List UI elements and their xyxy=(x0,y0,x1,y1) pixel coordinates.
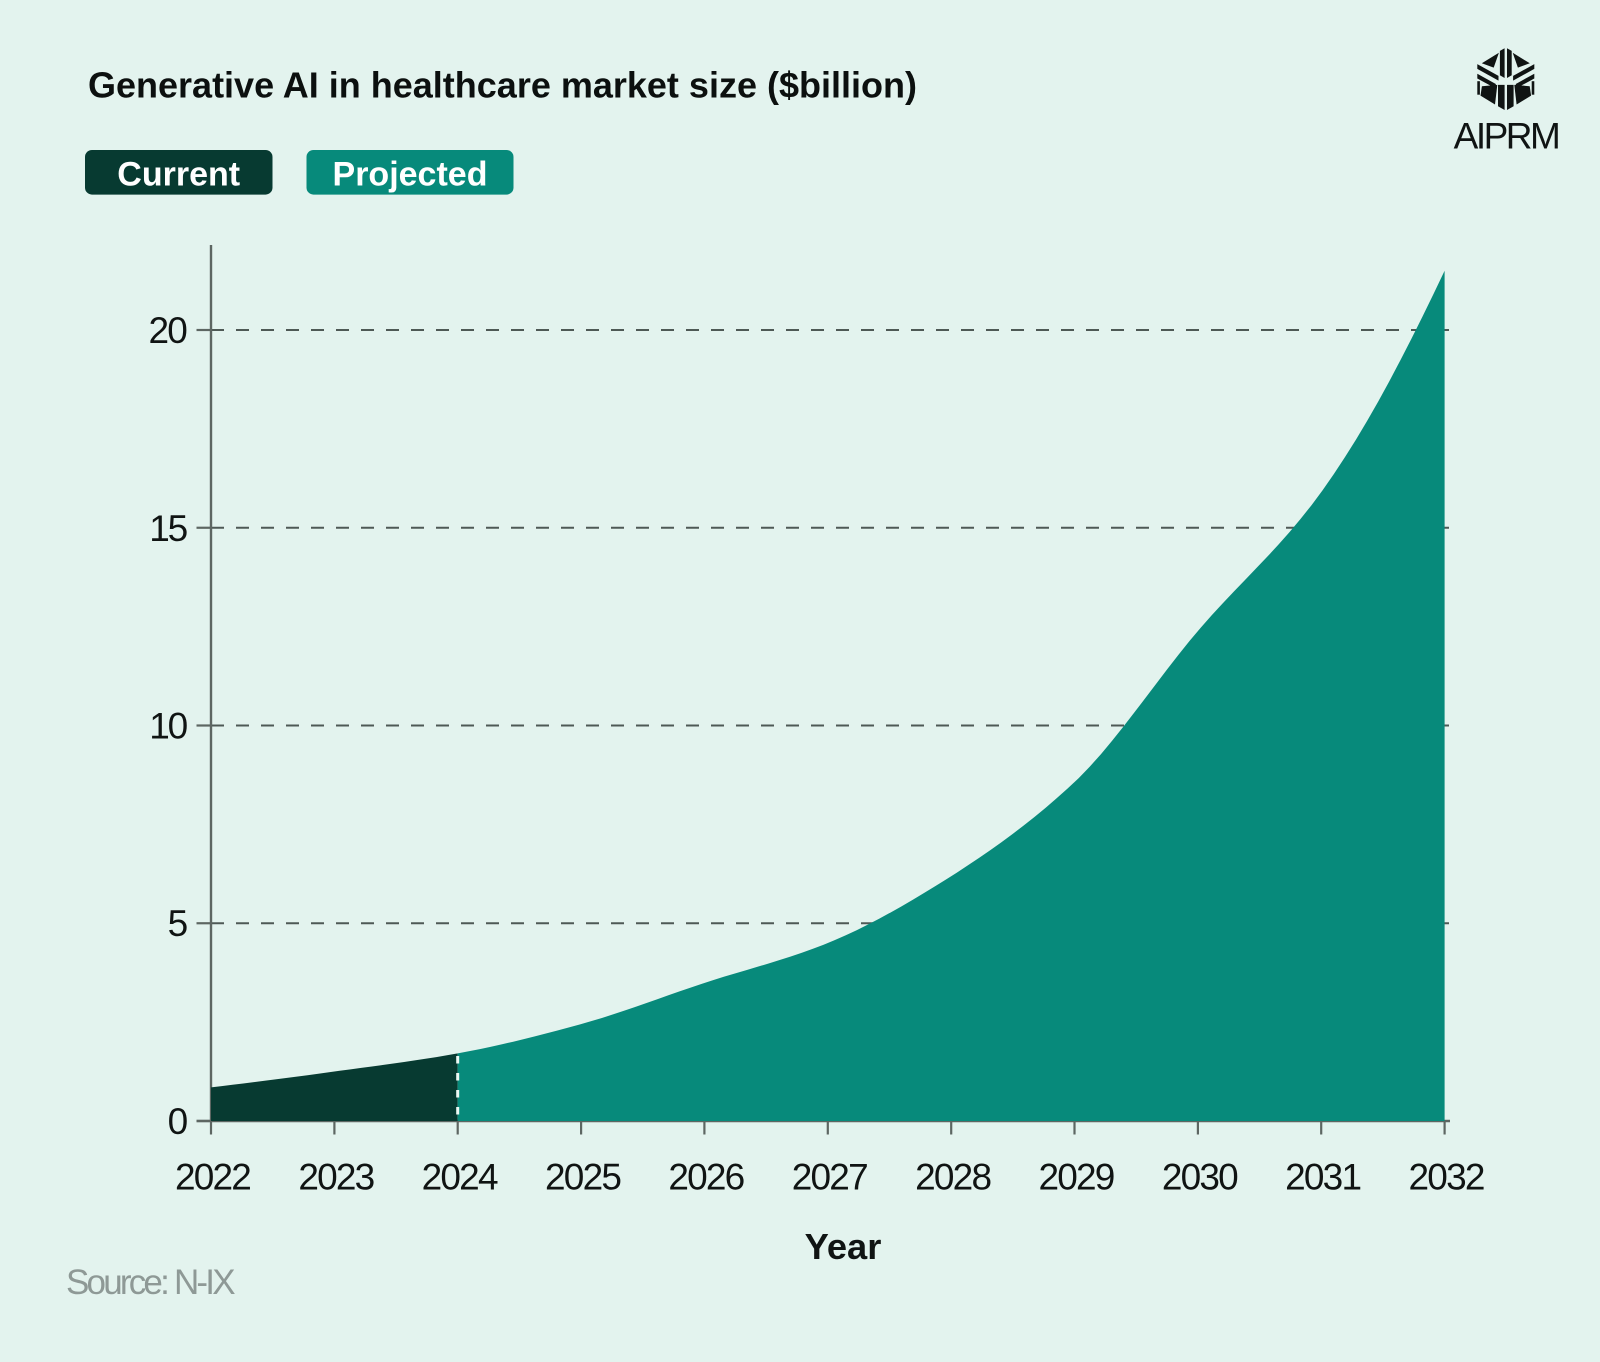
svg-text:2022: 2022 xyxy=(175,1157,250,1198)
svg-text:AIPRM: AIPRM xyxy=(1454,116,1559,157)
svg-text:Projected: Projected xyxy=(333,155,488,193)
svg-text:2028: 2028 xyxy=(915,1157,990,1198)
svg-text:2029: 2029 xyxy=(1038,1157,1113,1198)
svg-text:Source: N-IX: Source: N-IX xyxy=(66,1263,235,1302)
svg-text:5: 5 xyxy=(168,903,188,944)
svg-text:Year: Year xyxy=(805,1226,882,1267)
svg-text:15: 15 xyxy=(149,508,187,549)
svg-text:10: 10 xyxy=(149,706,187,747)
svg-text:0: 0 xyxy=(168,1101,188,1142)
svg-text:Current: Current xyxy=(117,155,240,193)
svg-text:2025: 2025 xyxy=(545,1157,621,1198)
svg-text:Generative AI in healthcare ma: Generative AI in healthcare market size … xyxy=(88,65,917,106)
svg-text:2026: 2026 xyxy=(668,1157,743,1198)
svg-text:2030: 2030 xyxy=(1162,1157,1238,1198)
svg-text:2027: 2027 xyxy=(792,1157,867,1198)
svg-text:2024: 2024 xyxy=(422,1157,498,1198)
svg-text:2023: 2023 xyxy=(298,1157,373,1198)
svg-text:2031: 2031 xyxy=(1285,1157,1360,1198)
svg-text:2032: 2032 xyxy=(1409,1157,1484,1198)
svg-text:20: 20 xyxy=(148,310,187,351)
